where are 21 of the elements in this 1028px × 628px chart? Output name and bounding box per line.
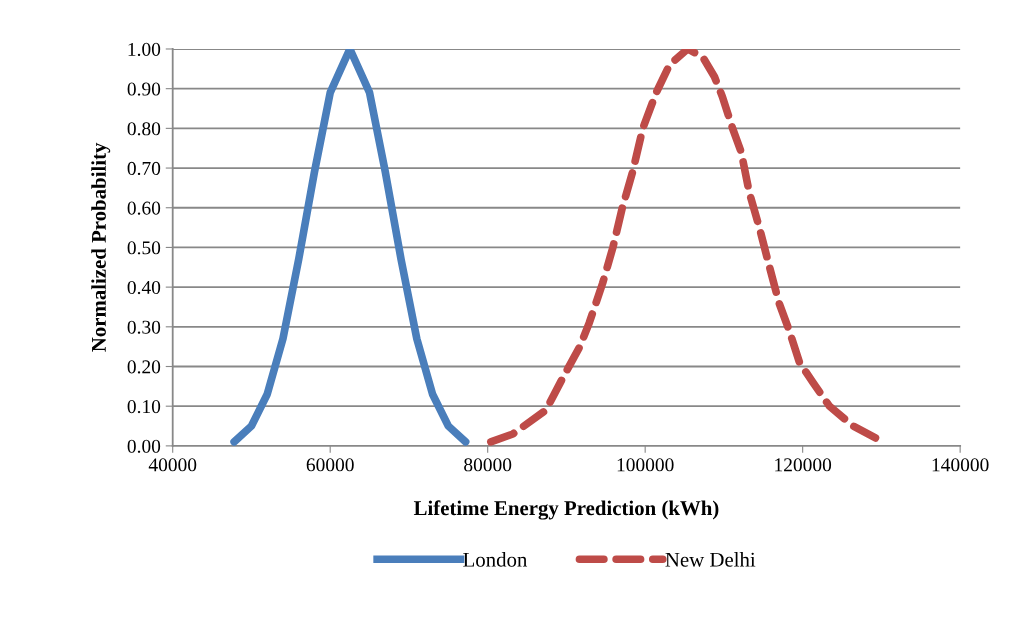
y-tick-label: 0.80 bbox=[127, 122, 161, 136]
x-tick-label: 120000 bbox=[775, 458, 832, 472]
y-tick-label: 1.00 bbox=[128, 42, 161, 57]
y-tick-label: 0.30 bbox=[127, 320, 161, 334]
x-tick-label: 140000 bbox=[932, 458, 989, 472]
legend-label: New Delhi bbox=[665, 552, 756, 567]
y-tick-label: 0.10 bbox=[127, 400, 161, 414]
y-tick-label: 0.60 bbox=[127, 201, 161, 215]
y-tick-label: 0.00 bbox=[127, 439, 161, 453]
y-tick-label: 0.90 bbox=[127, 82, 161, 96]
legend-label: London bbox=[463, 552, 528, 567]
y-axis-title: Normalized Probability bbox=[91, 142, 111, 352]
y-tick-label: 0.50 bbox=[127, 241, 161, 255]
x-tick-label: 60000 bbox=[306, 458, 354, 472]
x-tick-label: 40000 bbox=[148, 458, 197, 472]
x-axis-title: Lifetime Energy Prediction (kWh) bbox=[413, 500, 719, 520]
y-tick-label: 0.20 bbox=[127, 360, 161, 374]
x-tick-label: 100000 bbox=[617, 458, 674, 472]
y-tick-label: 0.40 bbox=[127, 280, 161, 295]
y-tick-label: 0.70 bbox=[127, 161, 161, 176]
x-tick-label: 80000 bbox=[464, 458, 512, 472]
